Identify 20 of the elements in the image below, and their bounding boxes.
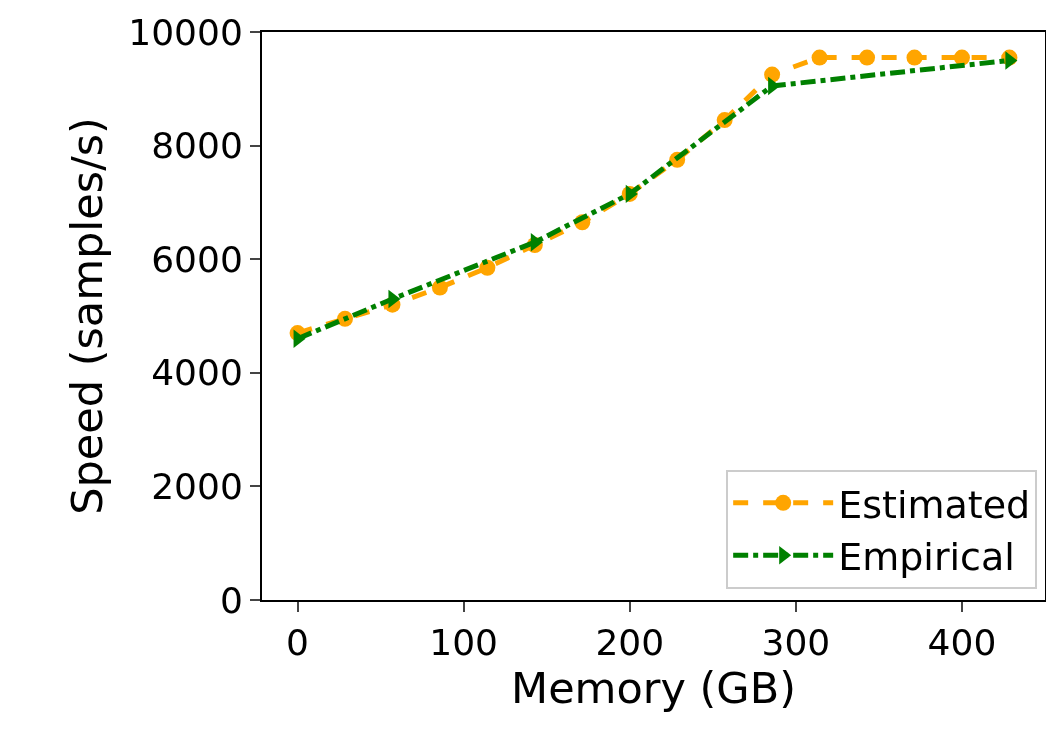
y-tick-label: 0 xyxy=(219,579,243,621)
point xyxy=(953,49,970,66)
legend-label: Empirical xyxy=(838,535,1015,580)
x-axis-title: Memory (GB) xyxy=(511,663,796,714)
x-tick-label: 400 xyxy=(927,622,997,664)
point xyxy=(906,49,923,66)
point xyxy=(811,49,828,66)
x-tick-label: 100 xyxy=(429,622,499,664)
legend-label: Estimated xyxy=(838,482,1031,527)
x-tick-label: 0 xyxy=(286,622,309,664)
y-axis-title: Speed (samples/s) xyxy=(62,117,113,515)
point xyxy=(431,279,448,296)
y-tick-label: 8000 xyxy=(151,125,243,167)
x-tick-label: 300 xyxy=(761,622,831,664)
y-tick-label: 4000 xyxy=(151,352,243,394)
y-tick-label: 10000 xyxy=(128,11,243,53)
y-tick-label: 2000 xyxy=(151,466,243,507)
point xyxy=(859,49,876,66)
y-tick-label: 6000 xyxy=(151,238,243,280)
x-tick-label: 200 xyxy=(595,622,665,664)
